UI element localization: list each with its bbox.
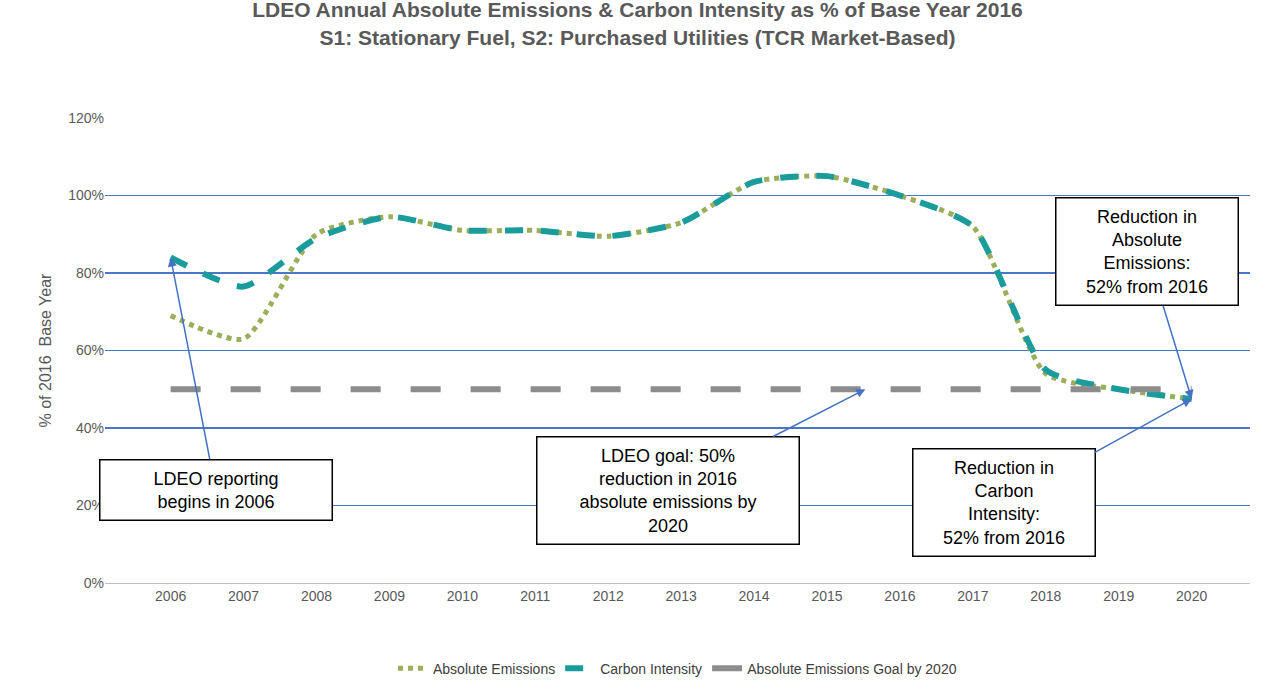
svg-text:Reduction inAbsoluteEmissions:: Reduction inAbsoluteEmissions:52% from 2… [1086,207,1208,297]
svg-text:Absolute Emissions Goal by 202: Absolute Emissions Goal by 2020 [747,661,957,677]
svg-text:% of 2016 Base Year: % of 2016 Base Year [37,273,54,428]
svg-text:2012: 2012 [593,588,624,604]
svg-text:2017: 2017 [957,588,988,604]
svg-text:Absolute Emissions: Absolute Emissions [433,661,555,677]
svg-text:2016: 2016 [884,588,915,604]
svg-text:2015: 2015 [811,588,842,604]
svg-text:2018: 2018 [1030,588,1061,604]
svg-text:100%: 100% [68,187,104,203]
svg-text:40%: 40% [76,420,104,436]
svg-text:Carbon Intensity: Carbon Intensity [600,661,702,677]
svg-text:LDEO goal: 50%reduction in 201: LDEO goal: 50%reduction in 2016absolute … [579,446,756,536]
svg-text:0%: 0% [84,575,104,591]
svg-text:2020: 2020 [1176,588,1207,604]
svg-text:2009: 2009 [374,588,405,604]
svg-text:120%: 120% [68,110,104,126]
svg-text:80%: 80% [76,265,104,281]
svg-text:2007: 2007 [228,588,259,604]
svg-text:20%: 20% [76,497,104,513]
svg-text:2019: 2019 [1103,588,1134,604]
svg-text:2011: 2011 [520,588,550,604]
svg-text:60%: 60% [76,342,104,358]
svg-text:2014: 2014 [739,588,770,604]
svg-text:2013: 2013 [666,588,697,604]
svg-text:Reduction inCarbonIntensity:52: Reduction inCarbonIntensity:52% from 201… [943,458,1065,548]
svg-text:2008: 2008 [301,588,332,604]
svg-text:LDEO Annual Absolute Emissions: LDEO Annual Absolute Emissions & Carbon … [252,0,1023,49]
svg-text:2006: 2006 [155,588,186,604]
svg-text:2010: 2010 [447,588,478,604]
svg-text:LDEO reportingbegins in 2006: LDEO reportingbegins in 2006 [153,469,278,512]
